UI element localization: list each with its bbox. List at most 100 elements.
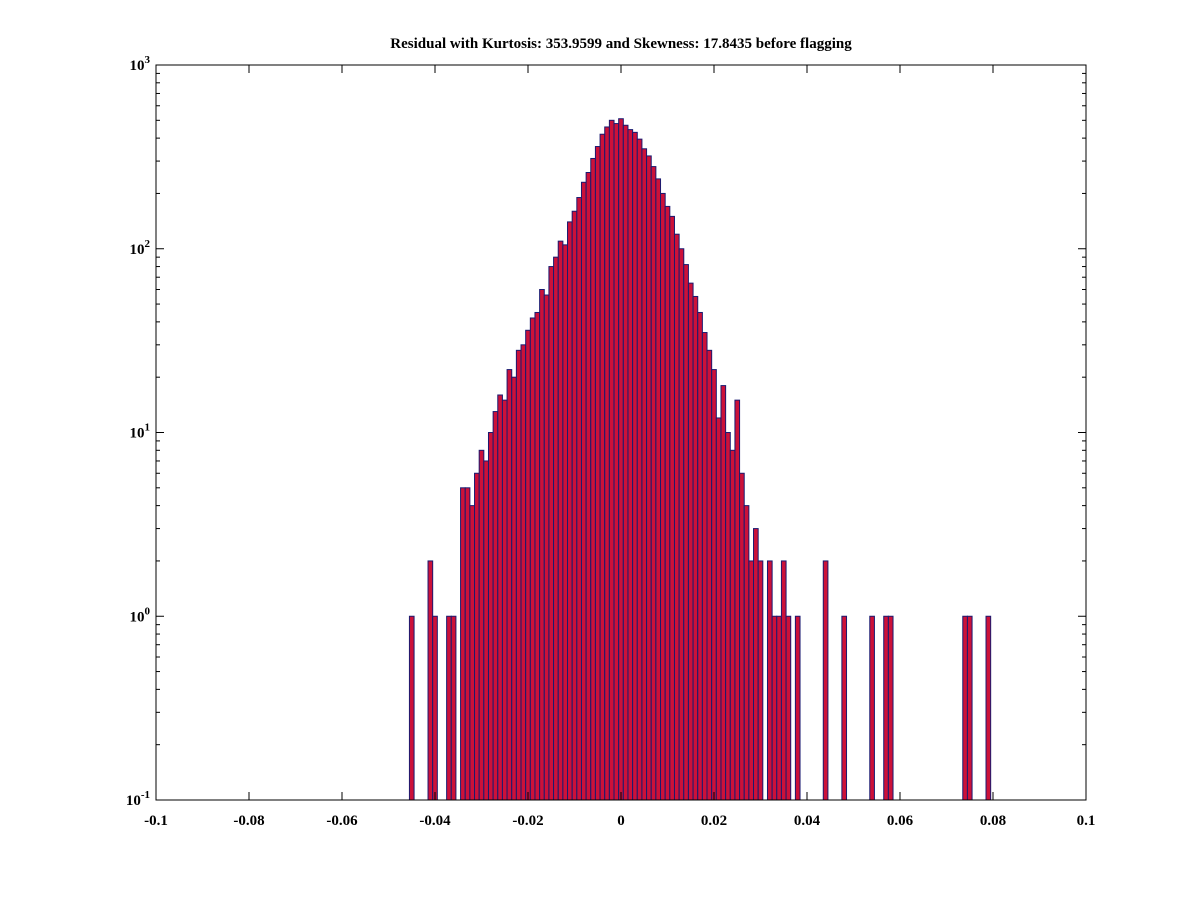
histogram-bar [515,349,522,801]
histogram-bar [446,615,452,801]
histogram-bar [785,615,792,801]
histogram-bar [962,615,968,801]
histogram-bar [557,240,564,801]
histogram-bar [501,399,508,801]
histogram-bar [729,449,736,801]
histogram-bar [841,615,848,801]
histogram-bar [618,118,624,801]
histogram-bar [543,294,550,801]
y-tick-label: 10-1 [126,789,150,809]
bars-group [408,118,992,801]
histogram-bar [822,560,829,801]
histogram-bar [427,560,434,801]
histogram-bar [529,317,536,801]
histogram-bar [632,131,638,801]
histogram-bar [655,178,662,801]
histogram-bar [608,119,615,801]
histogram-bar [450,615,457,801]
x-tick-label: -0.02 [512,813,543,829]
y-tick-label: 101 [130,422,151,442]
histogram-bar [492,411,499,801]
y-tick-label: 102 [130,238,151,258]
x-tick-label: 0.1 [1077,813,1096,829]
histogram-bar [641,148,648,801]
histogram-bar [594,146,601,801]
histogram-bar [660,192,666,801]
histogram-bar [464,487,471,801]
histogram-bar [869,615,875,801]
histogram-bar [525,329,531,801]
histogram-bar [692,295,699,801]
histogram-bar [766,560,773,801]
histogram-bar [687,282,694,801]
histogram-bar [748,560,755,801]
histogram-bar [497,394,503,801]
histogram-bar [883,615,889,801]
histogram-bar [506,369,513,801]
histogram-bar [487,432,494,801]
x-tick-label: -0.04 [419,813,451,829]
histogram-bar [706,349,713,801]
histogram-bar [711,369,717,801]
histogram-bar [553,256,559,801]
x-tick-label: -0.1 [144,813,168,829]
histogram-bar [599,133,606,801]
histogram-bar [734,399,741,801]
histogram-bar [408,615,415,801]
histogram-bar [590,157,596,801]
histogram-bar [966,615,973,801]
histogram-bar [646,155,652,801]
histogram-bar [985,615,992,801]
histogram-bar [627,129,634,801]
x-tick-label: -0.06 [326,813,358,829]
ticks-group [155,64,1087,801]
histogram-bar [580,181,587,801]
histogram-bar [534,311,541,801]
histogram-bar [771,615,778,801]
histogram-bar [520,344,527,801]
histogram-bar [567,221,573,801]
histogram-bar [669,215,675,801]
x-tick-label: 0.08 [980,813,1006,829]
histogram-bar [539,289,545,801]
histogram-bar [576,197,582,801]
histogram-bar [683,264,689,801]
histogram-bar [715,417,722,801]
histogram-bar [622,124,629,801]
histogram-bar [739,472,745,801]
x-tick-label: 0.02 [701,813,727,829]
histogram-bar [548,266,555,801]
histogram-bar [794,615,801,801]
histogram-bar [753,528,759,801]
histogram-bar [757,560,764,801]
chart-title: Residual with Kurtosis: 353.9599 and Ske… [390,36,852,52]
x-tick-label: 0.06 [887,813,914,829]
histogram-bar [780,560,787,801]
histogram-bar [478,449,485,801]
x-tick-labels: -0.1 -0.08 -0.06 -0.04 -0.02 0 0.02 0.04 0.06 0.0… [144,813,1095,829]
histogram-bar [697,311,703,801]
y-tick-labels: 10-1 100 101 102 103 [126,54,151,809]
histogram-bar [673,233,680,801]
histogram-bar [511,376,517,801]
histogram-bar [469,505,476,801]
histogram-bar [483,460,489,801]
x-tick-label: 0.04 [794,813,821,829]
histogram-bar [678,248,685,801]
histogram-bar [636,138,643,801]
x-tick-label: -0.08 [233,813,264,829]
histogram-bar [887,615,894,801]
histogram-bar [432,615,438,801]
histogram-bar [604,126,610,801]
histogram-bar [701,332,708,801]
histogram-bar [562,244,569,801]
histogram-bar [743,505,750,801]
x-tick-label: 0 [617,813,625,829]
histogram-bar [650,166,657,801]
histogram-bar [725,432,731,801]
histogram-bar [460,487,466,801]
histogram-bar [585,172,592,801]
histogram-bar [664,205,671,801]
